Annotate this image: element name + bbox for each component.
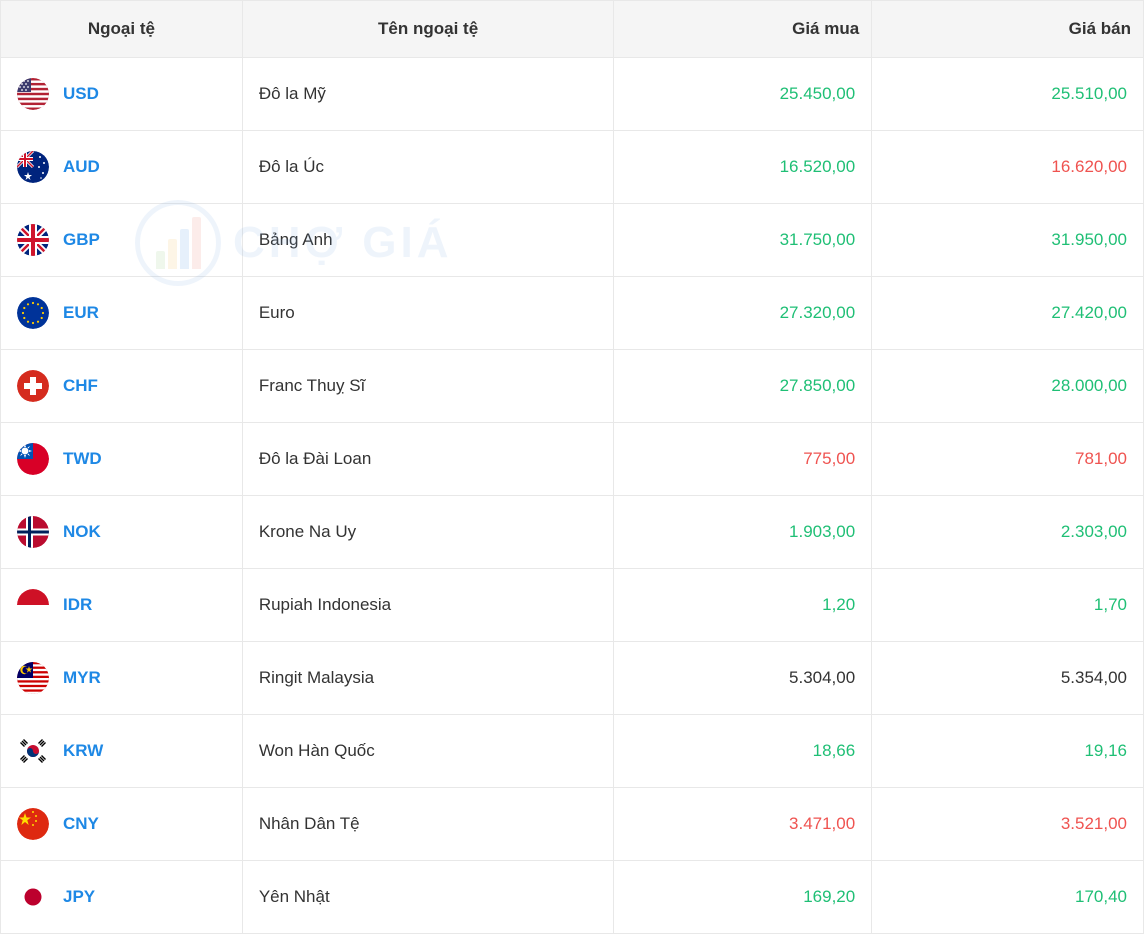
cell-currency-code: EUR bbox=[1, 277, 243, 350]
nok-flag-icon bbox=[17, 516, 49, 548]
cell-currency-name: Won Hàn Quốc bbox=[242, 715, 614, 788]
cell-sell-price: 27.420,00 bbox=[872, 277, 1144, 350]
cell-sell-price: 19,16 bbox=[872, 715, 1144, 788]
cell-buy-price: 25.450,00 bbox=[614, 58, 872, 131]
currency-code-link[interactable]: AUD bbox=[63, 157, 100, 177]
cell-buy-price: 3.471,00 bbox=[614, 788, 872, 861]
cell-currency-name: Nhân Dân Tệ bbox=[242, 788, 614, 861]
table-row: USD Đô la Mỹ25.450,0025.510,00 bbox=[1, 58, 1144, 131]
currency-code-link[interactable]: EUR bbox=[63, 303, 99, 323]
currency-code-link[interactable]: CNY bbox=[63, 814, 99, 834]
cell-buy-price: 5.304,00 bbox=[614, 642, 872, 715]
table-row: CHF Franc Thuỵ Sĩ27.850,0028.000,00 bbox=[1, 350, 1144, 423]
gbp-flag-icon bbox=[17, 224, 49, 256]
cell-sell-price: 3.521,00 bbox=[872, 788, 1144, 861]
table-row: AUD Đô la Úc16.520,0016.620,00 bbox=[1, 131, 1144, 204]
table-row: GBP Bảng Anh31.750,0031.950,00 bbox=[1, 204, 1144, 277]
cell-currency-name: Đô la Mỹ bbox=[242, 58, 614, 131]
cell-currency-code: IDR bbox=[1, 569, 243, 642]
cell-sell-price: 25.510,00 bbox=[872, 58, 1144, 131]
table-row: TWD Đô la Đài Loan775,00781,00 bbox=[1, 423, 1144, 496]
cell-buy-price: 775,00 bbox=[614, 423, 872, 496]
table-row: IDR Rupiah Indonesia1,201,70 bbox=[1, 569, 1144, 642]
currency-rates-table: Ngoại tệ Tên ngoại tệ Giá mua Giá bán US… bbox=[0, 0, 1144, 934]
currency-code-link[interactable]: MYR bbox=[63, 668, 101, 688]
cell-currency-code: USD bbox=[1, 58, 243, 131]
table-body: USD Đô la Mỹ25.450,0025.510,00 AUD Đô la Úc… bbox=[1, 58, 1144, 934]
currency-code-link[interactable]: GBP bbox=[63, 230, 100, 250]
table-row: KRW Won Hàn Quốc18,6619,16 bbox=[1, 715, 1144, 788]
cny-flag-icon bbox=[17, 808, 49, 840]
currency-code-link[interactable]: IDR bbox=[63, 595, 92, 615]
header-currency-code: Ngoại tệ bbox=[1, 1, 243, 58]
currency-code-link[interactable]: USD bbox=[63, 84, 99, 104]
header-buy-price: Giá mua bbox=[614, 1, 872, 58]
cell-currency-name: Bảng Anh bbox=[242, 204, 614, 277]
table-row: MYR Ringit Malaysia5.304,005.354,00 bbox=[1, 642, 1144, 715]
cell-currency-code: CNY bbox=[1, 788, 243, 861]
myr-flag-icon bbox=[17, 662, 49, 694]
cell-sell-price: 28.000,00 bbox=[872, 350, 1144, 423]
eur-flag-icon bbox=[17, 297, 49, 329]
cell-sell-price: 16.620,00 bbox=[872, 131, 1144, 204]
cell-currency-name: Ringit Malaysia bbox=[242, 642, 614, 715]
cell-currency-name: Yên Nhật bbox=[242, 861, 614, 934]
idr-flag-icon bbox=[17, 589, 49, 621]
cell-currency-name: Đô la Úc bbox=[242, 131, 614, 204]
cell-buy-price: 18,66 bbox=[614, 715, 872, 788]
cell-sell-price: 170,40 bbox=[872, 861, 1144, 934]
table-row: EUR Euro27.320,0027.420,00 bbox=[1, 277, 1144, 350]
aud-flag-icon bbox=[17, 151, 49, 183]
cell-currency-code: JPY bbox=[1, 861, 243, 934]
cell-buy-price: 27.850,00 bbox=[614, 350, 872, 423]
currency-code-link[interactable]: KRW bbox=[63, 741, 103, 761]
cell-currency-name: Euro bbox=[242, 277, 614, 350]
table-row: CNY Nhân Dân Tệ3.471,003.521,00 bbox=[1, 788, 1144, 861]
usd-flag-icon bbox=[17, 78, 49, 110]
cell-buy-price: 31.750,00 bbox=[614, 204, 872, 277]
currency-code-link[interactable]: NOK bbox=[63, 522, 101, 542]
cell-currency-name: Krone Na Uy bbox=[242, 496, 614, 569]
jpy-flag-icon bbox=[17, 881, 49, 913]
cell-sell-price: 781,00 bbox=[872, 423, 1144, 496]
cell-sell-price: 2.303,00 bbox=[872, 496, 1144, 569]
cell-currency-name: Franc Thuỵ Sĩ bbox=[242, 350, 614, 423]
cell-buy-price: 16.520,00 bbox=[614, 131, 872, 204]
cell-currency-code: TWD bbox=[1, 423, 243, 496]
cell-buy-price: 1.903,00 bbox=[614, 496, 872, 569]
table-row: JPY Yên Nhật169,20170,40 bbox=[1, 861, 1144, 934]
header-currency-name: Tên ngoại tệ bbox=[242, 1, 614, 58]
cell-currency-code: NOK bbox=[1, 496, 243, 569]
cell-currency-code: AUD bbox=[1, 131, 243, 204]
currency-code-link[interactable]: CHF bbox=[63, 376, 98, 396]
cell-buy-price: 1,20 bbox=[614, 569, 872, 642]
cell-currency-name: Đô la Đài Loan bbox=[242, 423, 614, 496]
cell-currency-code: GBP bbox=[1, 204, 243, 277]
currency-code-link[interactable]: JPY bbox=[63, 887, 95, 907]
cell-currency-code: CHF bbox=[1, 350, 243, 423]
cell-currency-code: MYR bbox=[1, 642, 243, 715]
chf-flag-icon bbox=[17, 370, 49, 402]
cell-buy-price: 27.320,00 bbox=[614, 277, 872, 350]
krw-flag-icon bbox=[17, 735, 49, 767]
cell-currency-code: KRW bbox=[1, 715, 243, 788]
twd-flag-icon bbox=[17, 443, 49, 475]
cell-sell-price: 31.950,00 bbox=[872, 204, 1144, 277]
cell-buy-price: 169,20 bbox=[614, 861, 872, 934]
currency-code-link[interactable]: TWD bbox=[63, 449, 102, 469]
cell-sell-price: 5.354,00 bbox=[872, 642, 1144, 715]
table-row: NOK Krone Na Uy1.903,002.303,00 bbox=[1, 496, 1144, 569]
table-header: Ngoại tệ Tên ngoại tệ Giá mua Giá bán bbox=[1, 1, 1144, 58]
cell-sell-price: 1,70 bbox=[872, 569, 1144, 642]
header-sell-price: Giá bán bbox=[872, 1, 1144, 58]
cell-currency-name: Rupiah Indonesia bbox=[242, 569, 614, 642]
